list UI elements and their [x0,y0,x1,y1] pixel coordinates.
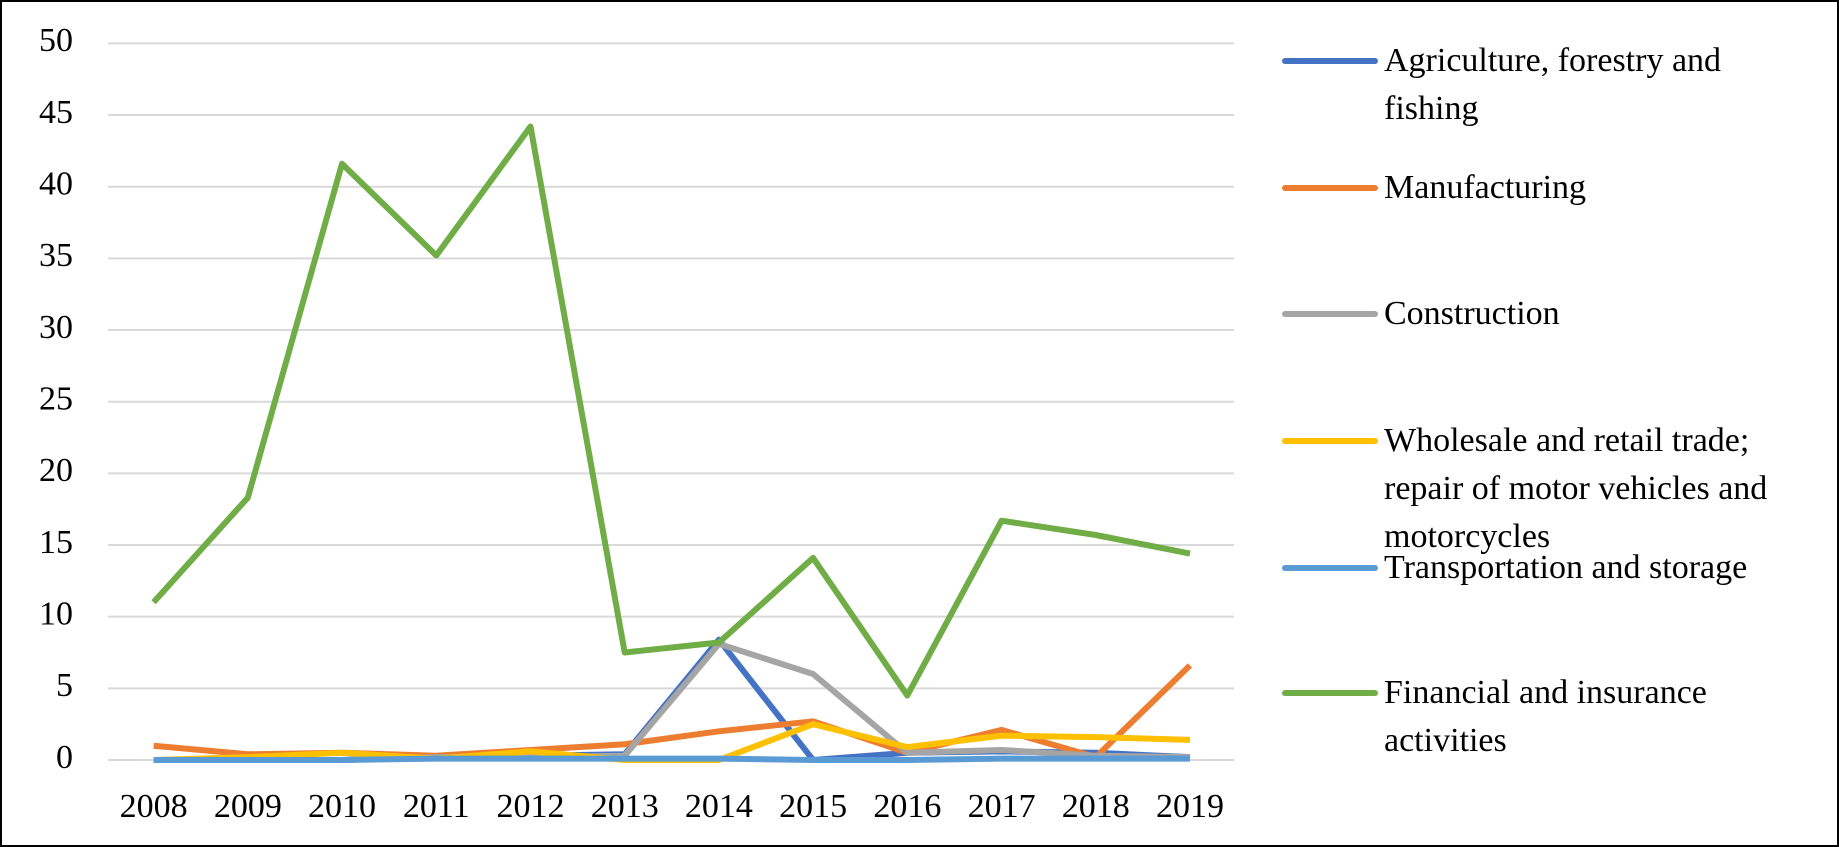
y-tick-label: 5 [56,667,73,704]
x-tick-label: 2018 [1062,788,1130,825]
plot [151,123,1193,763]
y-tick-label: 25 [39,380,73,417]
x-tick-label: 2011 [403,788,470,825]
legend-label: Wholesale and retail trade; repair of mo… [1384,422,1768,555]
y-tick-label: 10 [39,595,73,632]
x-tick-label: 2010 [308,788,376,825]
series-line [151,123,1191,699]
legend-label: Manufacturing [1384,169,1587,206]
y-tick-label: 35 [39,237,73,274]
legend-label: Agriculture, forestry and fishing [1384,42,1722,127]
y-tick-label: 0 [56,739,73,776]
legend-label: Transportation and storage [1384,549,1748,586]
legend-label: Financial and insurance activities [1384,674,1707,759]
x-tick-label: 2016 [873,788,941,825]
y-tick-label: 40 [39,166,73,203]
x-tick-label: 2009 [214,788,282,825]
y-tick-label: 45 [39,94,73,131]
x-tick-label: 2017 [968,788,1036,825]
y-tick-label: 15 [39,524,73,561]
x-tick-label: 2015 [779,788,847,825]
legend-label: Construction [1384,295,1560,332]
x-tick-label: 2013 [591,788,659,825]
x-tick-label: 2008 [120,788,188,825]
series-line [153,755,1190,763]
y-tick-label: 50 [39,22,73,59]
y-tick-label: 30 [39,309,73,346]
y-tick-label: 20 [39,452,73,489]
x-tick-label: 2012 [496,788,564,825]
x-tick-label: 2019 [1156,788,1224,825]
x-tick-label: 2014 [685,788,753,825]
